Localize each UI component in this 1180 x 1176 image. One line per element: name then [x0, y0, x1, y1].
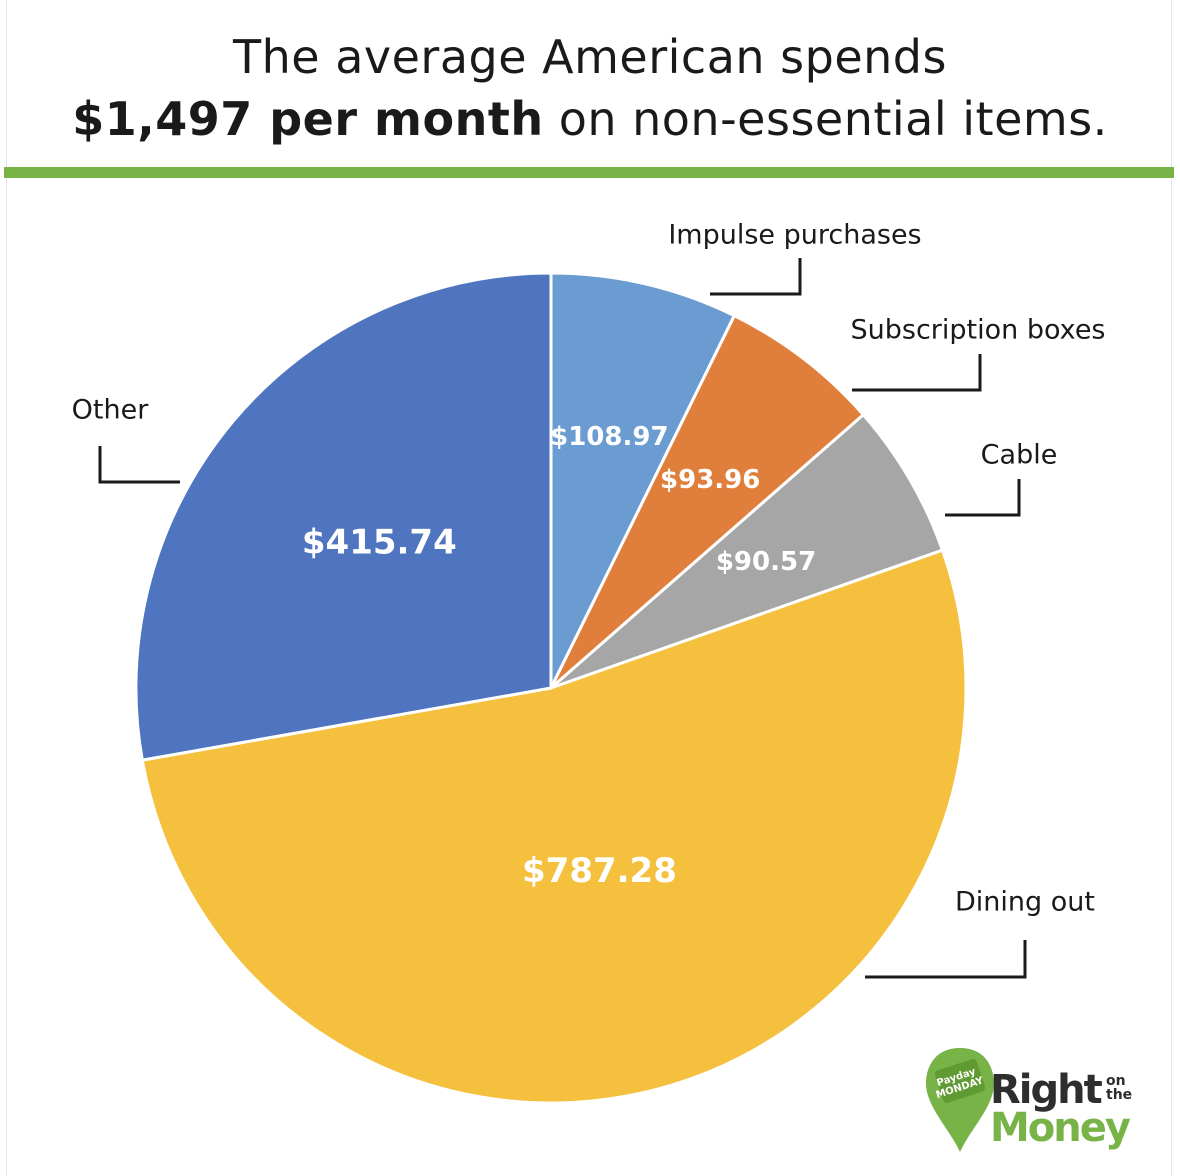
chart-title: The average American spends $1,497 per m…: [0, 26, 1180, 150]
green-divider: [4, 167, 1174, 178]
title-amount: $1,497 per month: [72, 92, 544, 146]
slice-category-label: Subscription boxes: [851, 315, 1106, 346]
slice-category-label: Impulse purchases: [668, 220, 921, 251]
leader-line: [945, 479, 1021, 517]
infographic-frame: [6, 0, 1172, 1176]
pie-slice-subscription-boxes: [549, 313, 866, 690]
logo-word-right: Right: [990, 1067, 1103, 1113]
map-pin-icon: [926, 1048, 994, 1152]
brand-logo: [922, 1040, 1152, 1165]
title-line-2-rest: on non-essential items.: [543, 92, 1108, 146]
leader-line: [710, 258, 802, 296]
pie-slice-other: [134, 271, 553, 762]
logo-word-money: Money: [990, 1105, 1131, 1151]
pie-slice-impulse-purchases: [549, 271, 737, 689]
slice-value-label: $415.74: [302, 522, 457, 562]
logo-word-onthe: on the: [1106, 1073, 1133, 1103]
leader-line: [852, 354, 982, 392]
slice-value-label: $787.28: [522, 851, 677, 891]
slice-category-label: Other: [72, 395, 150, 426]
title-line-1: The average American spends: [233, 30, 947, 84]
leader-line: [865, 940, 1027, 979]
leader-line: [98, 446, 180, 484]
slice-value-label: $93.96: [660, 465, 760, 495]
pie-slice-cable: [550, 412, 945, 690]
slice-value-label: $108.97: [550, 422, 668, 452]
slice-category-label: Cable: [981, 440, 1058, 471]
pie-slice-dining-out: [140, 548, 968, 1105]
slice-category-label: Dining out: [955, 887, 1095, 918]
title-line-2: $1,497 per month on non-essential items.: [0, 88, 1180, 150]
slice-value-label: $90.57: [716, 547, 816, 577]
